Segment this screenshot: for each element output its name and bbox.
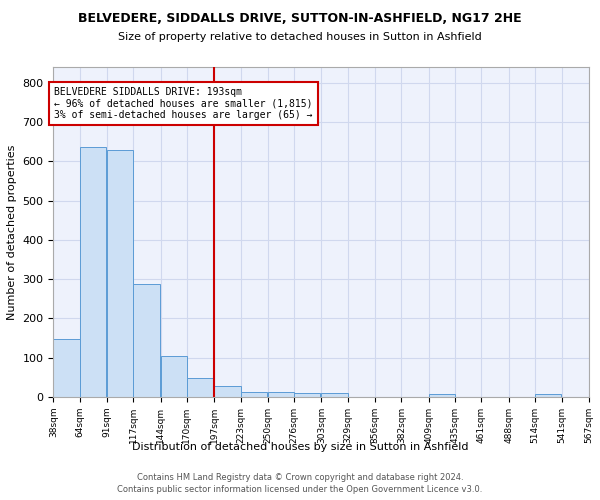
Text: BELVEDERE, SIDDALLS DRIVE, SUTTON-IN-ASHFIELD, NG17 2HE: BELVEDERE, SIDDALLS DRIVE, SUTTON-IN-ASH…: [78, 12, 522, 26]
Bar: [214, 386, 241, 397]
Bar: [294, 393, 320, 397]
Bar: [241, 392, 267, 397]
Text: Contains public sector information licensed under the Open Government Licence v3: Contains public sector information licen…: [118, 485, 482, 494]
Text: Contains HM Land Registry data © Crown copyright and database right 2024.: Contains HM Land Registry data © Crown c…: [137, 472, 463, 482]
Bar: [133, 284, 160, 397]
Text: BELVEDERE SIDDALLS DRIVE: 193sqm
← 96% of detached houses are smaller (1,815)
3%: BELVEDERE SIDDALLS DRIVE: 193sqm ← 96% o…: [55, 86, 313, 120]
Bar: [322, 393, 348, 397]
Bar: [429, 394, 455, 397]
Bar: [53, 339, 80, 397]
Bar: [187, 378, 213, 397]
Bar: [80, 148, 106, 397]
Bar: [268, 392, 294, 397]
Bar: [535, 394, 561, 397]
Text: Size of property relative to detached houses in Sutton in Ashfield: Size of property relative to detached ho…: [118, 32, 482, 42]
Bar: [107, 150, 133, 397]
Y-axis label: Number of detached properties: Number of detached properties: [7, 144, 17, 320]
Bar: [161, 356, 187, 397]
Text: Distribution of detached houses by size in Sutton in Ashfield: Distribution of detached houses by size …: [132, 442, 468, 452]
